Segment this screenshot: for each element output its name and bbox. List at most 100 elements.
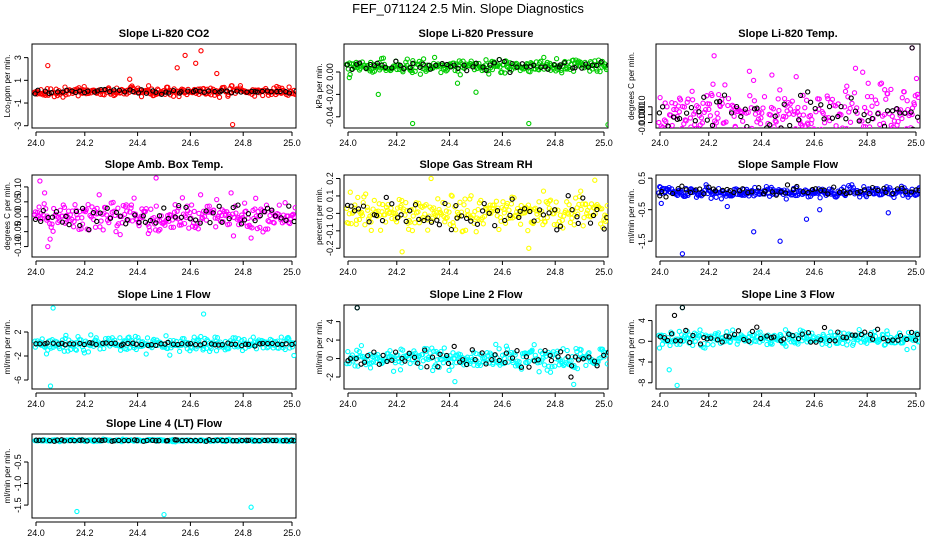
data-point	[731, 331, 738, 338]
data-point	[564, 210, 571, 216]
data-point	[153, 89, 159, 95]
data-point	[783, 196, 789, 202]
data-point	[104, 205, 110, 211]
data-point	[425, 227, 431, 233]
outlier-point	[679, 251, 686, 257]
data-point	[576, 201, 582, 208]
data-point	[779, 132, 783, 136]
data-point	[657, 193, 663, 199]
x-tick-label: 24.0	[651, 267, 669, 277]
data-point	[831, 184, 837, 190]
data-point	[747, 93, 753, 99]
data-point	[103, 340, 109, 346]
outlier-point	[711, 53, 717, 59]
data-point	[153, 342, 159, 349]
data-point	[501, 206, 507, 213]
scatter-points	[344, 54, 608, 128]
data-point	[389, 357, 395, 363]
data-point	[712, 188, 719, 194]
data-point	[569, 215, 575, 221]
data-point	[789, 98, 795, 104]
data-point	[829, 115, 836, 121]
data-point	[77, 437, 83, 443]
data-point	[800, 112, 807, 118]
data-point	[827, 337, 833, 344]
data-point	[63, 213, 69, 220]
data-point	[238, 221, 245, 227]
data-point	[239, 437, 245, 444]
data-point	[183, 204, 189, 211]
data-point	[904, 336, 910, 343]
data-point	[915, 94, 920, 101]
data-point	[410, 213, 416, 219]
data-point	[710, 342, 716, 348]
data-point	[85, 349, 92, 355]
data-point	[112, 340, 118, 346]
data-point	[232, 335, 238, 341]
data-point	[268, 89, 274, 95]
data-point	[390, 368, 397, 374]
data-point	[881, 185, 887, 192]
data-point	[582, 201, 589, 207]
data-point	[135, 334, 141, 341]
data-point	[812, 186, 819, 192]
data-point	[409, 227, 416, 234]
x-tick-label: 24.2	[700, 267, 718, 277]
data-point	[175, 205, 182, 211]
panel-title: Slope Line 1 Flow	[118, 289, 211, 301]
data-point	[79, 215, 85, 221]
data-point	[446, 367, 452, 374]
data-point	[117, 335, 123, 341]
data-point	[195, 226, 201, 232]
data-point	[702, 107, 709, 113]
data-point	[292, 205, 296, 211]
data-point	[214, 196, 220, 203]
x-tick-label: 24.4	[129, 399, 147, 409]
outlier-point	[803, 216, 810, 222]
chart-panel: Slope Line 2 Flow ml/min per min. 24.0 24.2…	[315, 289, 613, 409]
data-point	[445, 360, 452, 367]
data-point	[492, 222, 498, 229]
data-point	[803, 97, 810, 103]
data-point	[910, 126, 916, 128]
data-point	[518, 202, 524, 209]
data-point	[55, 341, 62, 347]
data-point	[458, 213, 465, 219]
data-point	[661, 117, 668, 123]
data-point	[735, 328, 742, 334]
data-point	[438, 69, 444, 76]
data-point	[257, 224, 263, 231]
outlier-point	[592, 177, 598, 183]
y-tick-label: 1	[13, 78, 23, 83]
data-point	[849, 332, 855, 338]
data-point	[153, 203, 159, 209]
data-point	[604, 203, 608, 209]
data-point	[904, 346, 910, 353]
data-point	[536, 207, 543, 213]
data-point	[171, 209, 178, 215]
data-point	[656, 119, 662, 126]
data-point	[570, 57, 576, 63]
data-point	[851, 90, 858, 96]
data-point	[480, 221, 486, 227]
data-point	[36, 204, 42, 210]
data-point	[825, 191, 831, 197]
data-point	[781, 95, 788, 102]
data-point	[909, 111, 915, 118]
data-point	[417, 71, 424, 77]
data-point	[545, 66, 551, 72]
x-tick-label: 24.6	[182, 138, 200, 148]
data-point	[850, 340, 857, 346]
data-point	[148, 206, 154, 212]
data-point	[347, 356, 354, 362]
data-point	[198, 333, 204, 340]
data-point	[144, 437, 150, 444]
data-point	[293, 340, 296, 346]
data-point	[531, 62, 537, 68]
data-point	[142, 208, 148, 215]
y-tick-label: 0.000	[637, 103, 647, 126]
data-point	[754, 324, 760, 330]
data-point	[835, 134, 839, 138]
data-point	[454, 215, 460, 221]
data-point	[412, 220, 418, 226]
